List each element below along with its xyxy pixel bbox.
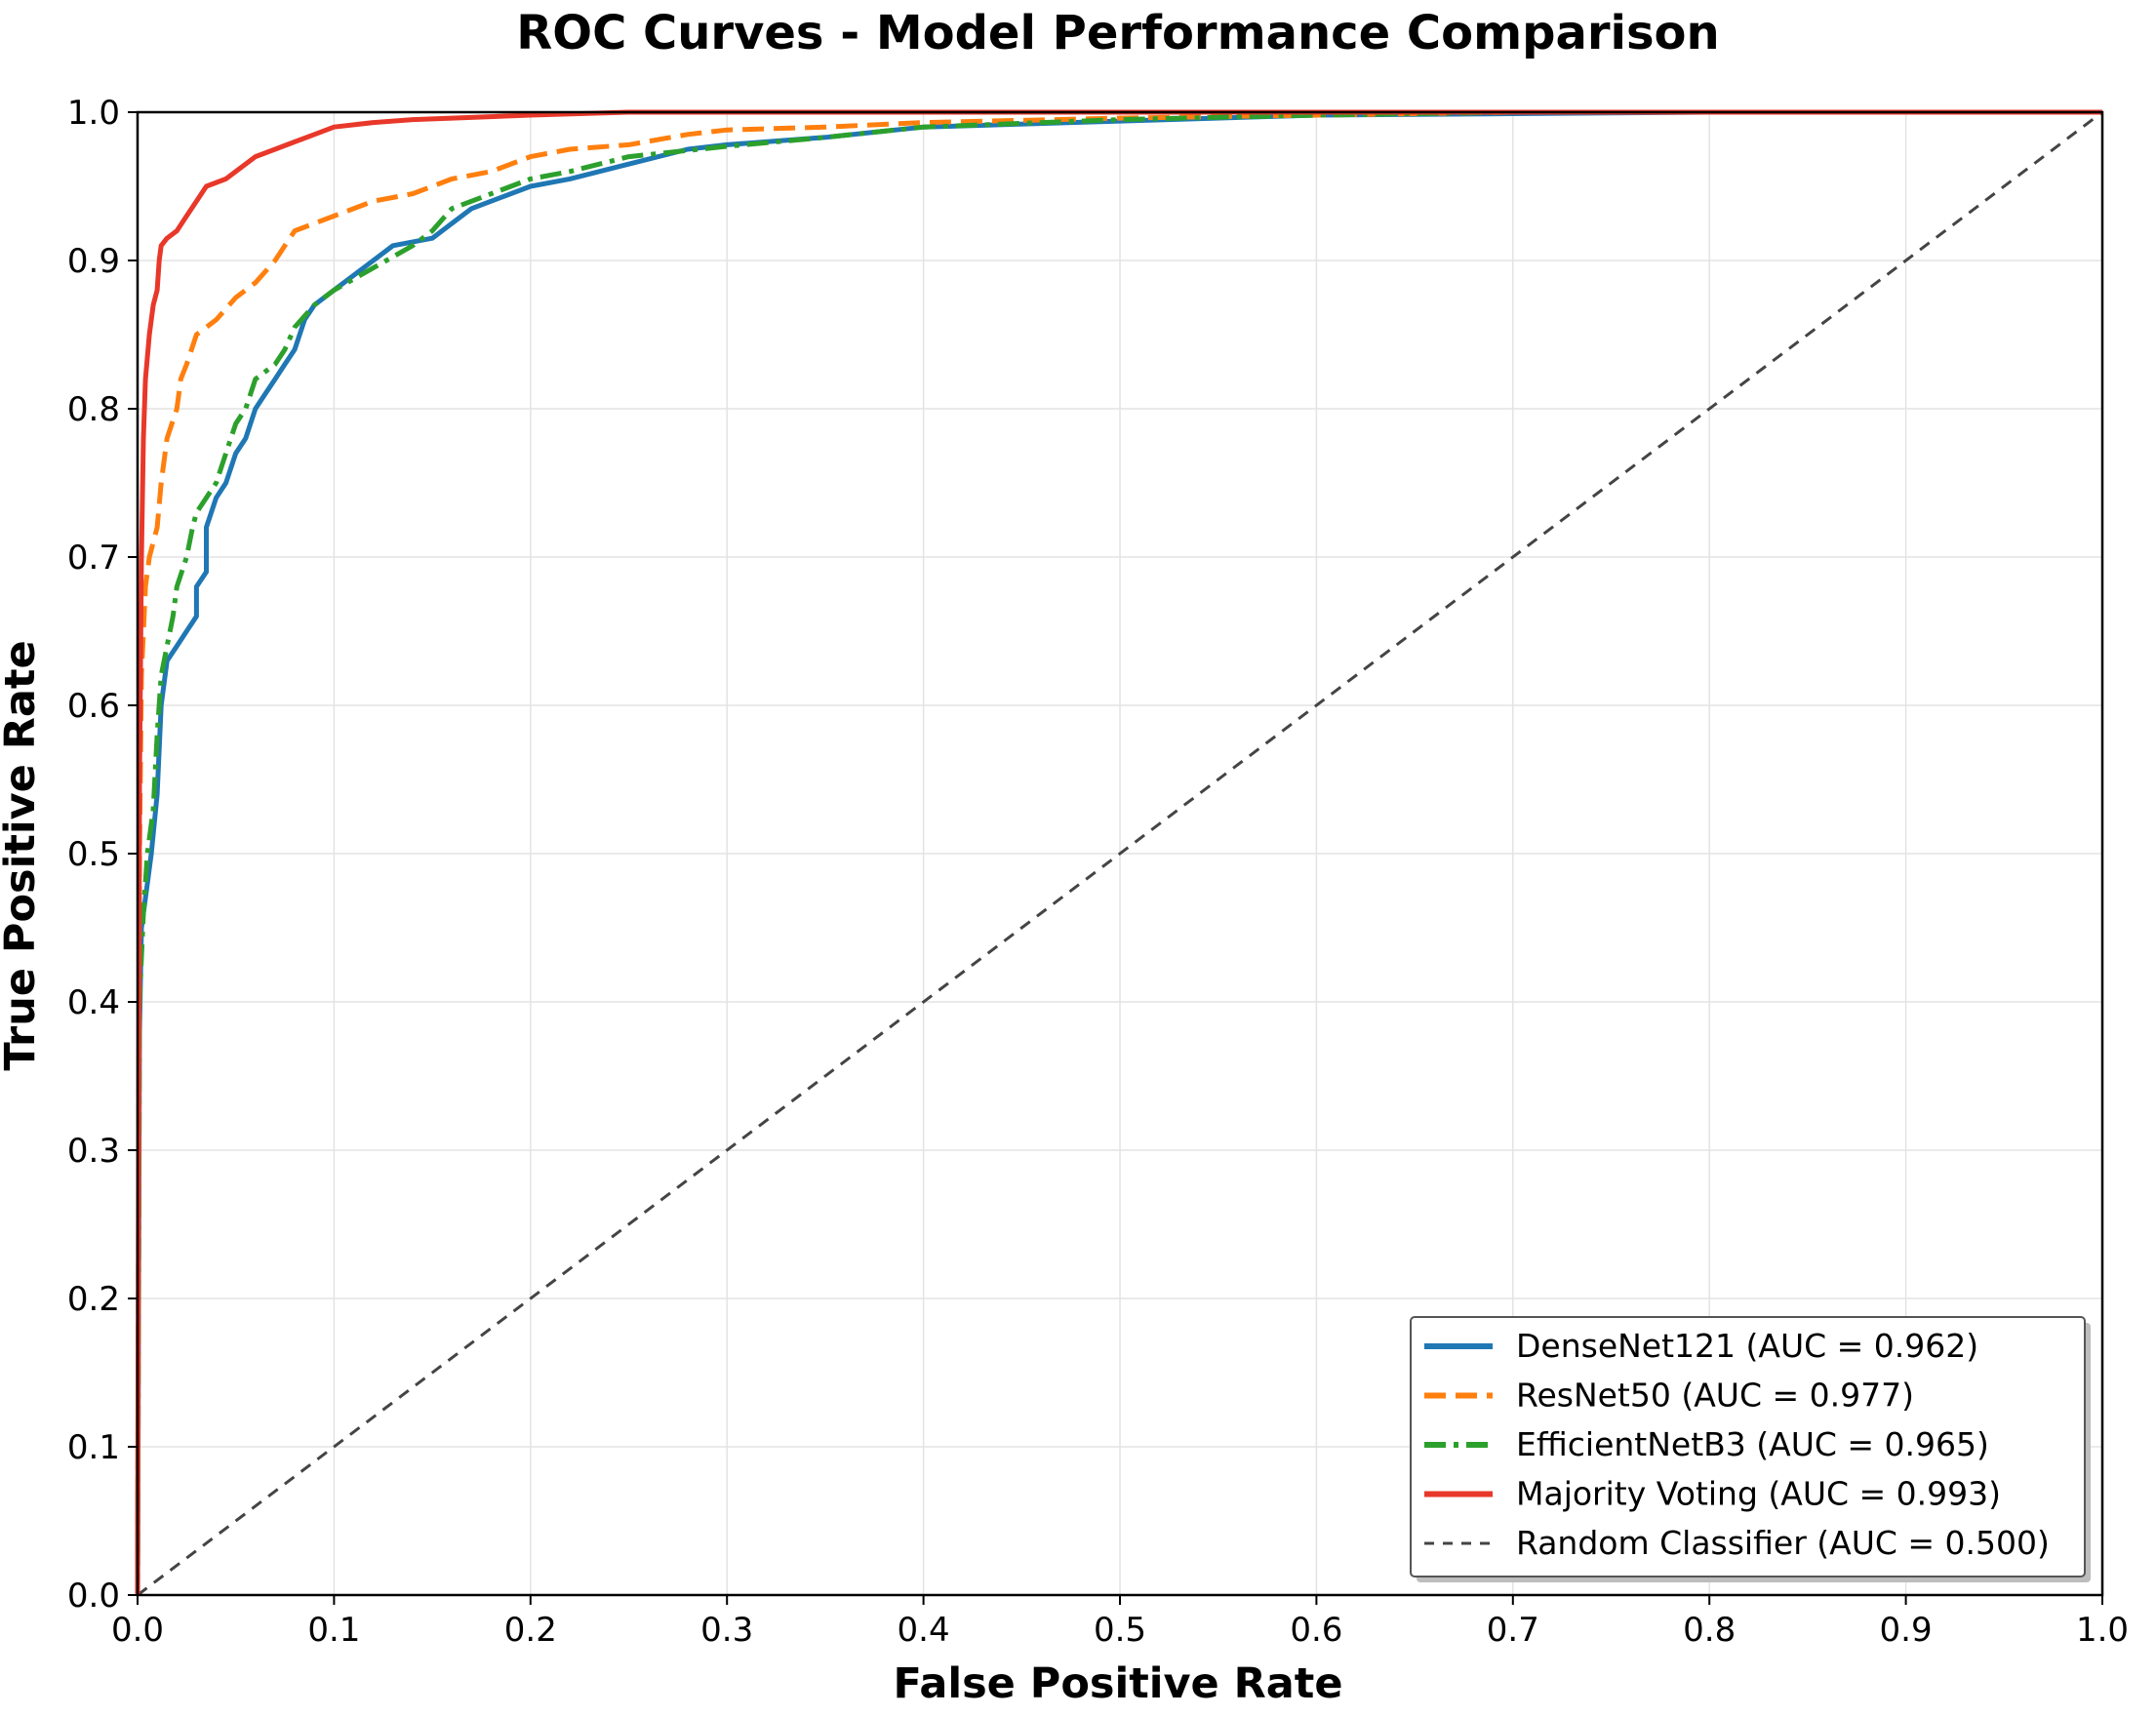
legend-label: DenseNet121 (AUC = 0.962)	[1516, 1327, 1978, 1365]
y-tick-label: 0.9	[67, 242, 120, 281]
y-tick-label: 0.7	[67, 539, 120, 578]
y-tick-label: 0.6	[67, 687, 120, 726]
x-axis-label: False Positive Rate	[893, 1659, 1342, 1708]
y-tick-label: 0.8	[67, 390, 120, 429]
x-tick-label: 0.8	[1683, 1611, 1736, 1650]
y-tick-label: 0.1	[67, 1428, 120, 1467]
legend: DenseNet121 (AUC = 0.962) ResNet50 (AUC =…	[1410, 1316, 2091, 1582]
legend-label: ResNet50 (AUC = 0.977)	[1516, 1377, 1914, 1415]
x-tick-label: 0.6	[1290, 1611, 1342, 1650]
x-tick-label: 0.3	[700, 1611, 753, 1650]
y-axis-ticks: 0.0 0.1 0.2 0.3 0.4 0.5 0.6 0.7 0.8 0.9 1.0	[67, 94, 138, 1616]
y-axis-label: True Positive Rate	[0, 640, 45, 1070]
x-tick-label: 0.1	[307, 1611, 360, 1650]
y-tick-label: 0.5	[67, 835, 120, 874]
x-tick-label: 0.0	[111, 1611, 164, 1650]
x-tick-label: 0.4	[898, 1611, 950, 1650]
y-tick-label: 0.3	[67, 1132, 120, 1171]
y-tick-label: 0.2	[67, 1280, 120, 1319]
x-tick-label: 0.2	[504, 1611, 557, 1650]
legend-label: Random Classifier (AUC = 0.500)	[1516, 1524, 2050, 1562]
legend-label: Majority Voting (AUC = 0.993)	[1516, 1475, 2001, 1513]
x-tick-label: 0.7	[1487, 1611, 1539, 1650]
series-line-random-classifier	[137, 110, 2103, 1597]
legend-label: EfficientNetB3 (AUC = 0.965)	[1516, 1425, 1989, 1463]
random-classifier-line-layer	[137, 110, 2103, 1597]
x-tick-label: 0.5	[1094, 1611, 1146, 1650]
series-line-resnet50	[135, 109, 2102, 1596]
y-tick-label: 1.0	[67, 94, 120, 133]
x-tick-label: 0.9	[1880, 1611, 1933, 1650]
y-tick-label: 0.4	[67, 983, 120, 1022]
series-layer	[135, 109, 2102, 1596]
x-axis-ticks: 0.0 0.1 0.2 0.3 0.4 0.5 0.6 0.7 0.8 0.9 1.0	[111, 1595, 2129, 1650]
series-line-majority-voting	[135, 109, 2102, 1596]
series-line-efficientnetb3	[135, 109, 2102, 1596]
x-tick-label: 1.0	[2076, 1611, 2129, 1650]
legend-box	[1410, 1316, 2086, 1577]
y-tick-label: 0.0	[67, 1577, 120, 1616]
chart-title: ROC Curves - Model Performance Compariso…	[516, 6, 1719, 60]
